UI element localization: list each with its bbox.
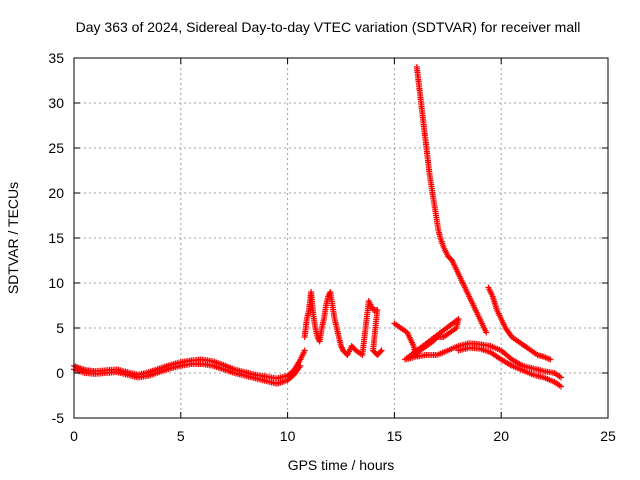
data-point: [378, 347, 385, 354]
y-axis-label: SDTVAR / TECUs: [5, 182, 21, 294]
y-tick-label: 25: [48, 140, 64, 156]
x-axis-label: GPS time / hours: [288, 457, 395, 473]
y-tick-label: 30: [48, 95, 64, 111]
series-6: [485, 284, 554, 363]
series-5: [413, 64, 490, 336]
series-3: [391, 316, 565, 381]
y-tick-label: 15: [48, 230, 64, 246]
series-1: [71, 361, 304, 387]
x-tick-label: 25: [600, 428, 616, 444]
data-point: [558, 383, 565, 390]
x-tick-label: 5: [177, 428, 185, 444]
data-point: [483, 329, 490, 336]
y-tick-label: 10: [48, 275, 64, 291]
y-tick-label: 5: [56, 320, 64, 336]
axis-ticks: 0 5 10 15 20 25 -5 0 5 10 15 20 25 30 35: [48, 50, 616, 444]
data-point: [547, 356, 554, 363]
x-tick-label: 0: [70, 428, 78, 444]
y-tick-label: 0: [56, 365, 64, 381]
y-tick-label: 20: [48, 185, 64, 201]
x-tick-label: 20: [493, 428, 509, 444]
data-point: [377, 348, 384, 355]
series-4: [455, 344, 565, 390]
chart-title: Day 363 of 2024, Sidereal Day-to-day VTE…: [76, 19, 581, 35]
data-points: [71, 64, 565, 390]
y-tick-label: 35: [48, 50, 64, 66]
y-tick-label: -5: [52, 410, 65, 426]
series-2: [301, 289, 385, 358]
data-point: [558, 374, 565, 381]
x-tick-label: 10: [280, 428, 296, 444]
grid: [74, 58, 608, 418]
data-point: [301, 347, 308, 354]
x-tick-label: 15: [387, 428, 403, 444]
data-point: [297, 362, 304, 369]
